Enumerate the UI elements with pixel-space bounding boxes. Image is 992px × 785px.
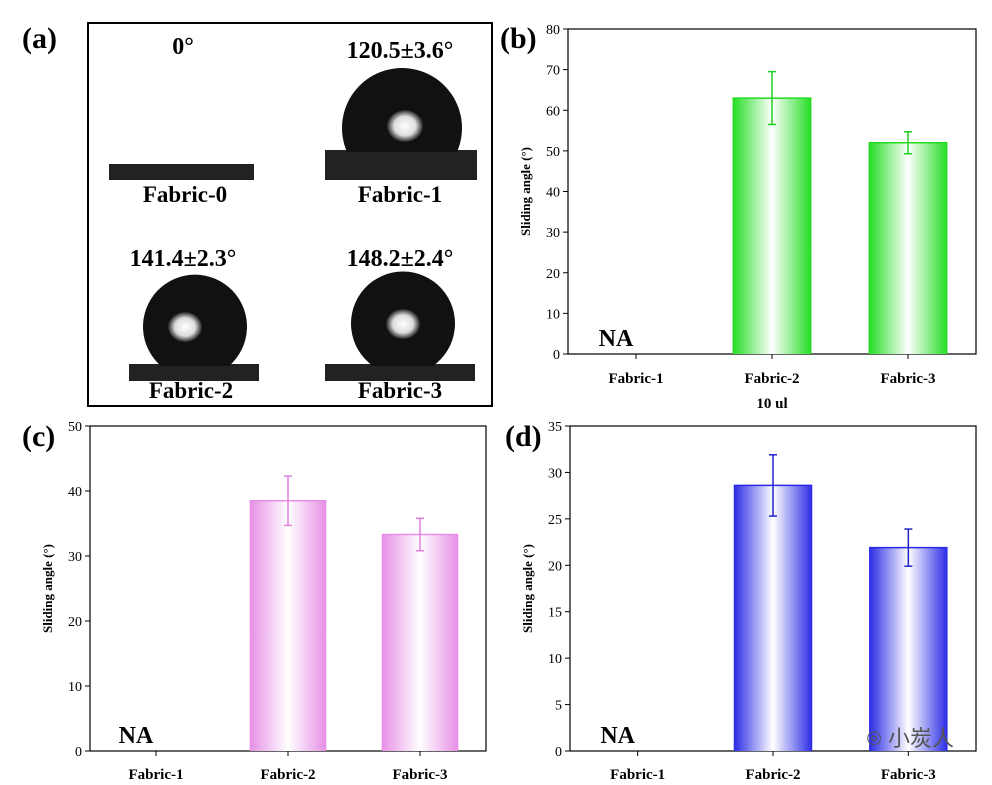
y-tick-label-c: 10 — [68, 680, 82, 695]
chart-d: 0 5 10 15 20 25 30 35 Sliding angle (°) Fabric-1 N… — [520, 420, 977, 783]
bar-d — [733, 485, 813, 751]
fabric-3-substrate — [325, 364, 475, 381]
chart-c: 0 10 20 30 40 50 Sliding angle (°) Fabric-1 NA Fa… — [40, 420, 487, 783]
fabric-3-angle: 148.2±2.4° — [346, 246, 454, 272]
x-sublabel-b: 10 ul — [756, 396, 787, 412]
fabric-2-highlight — [168, 312, 202, 342]
watermark-text: 小炭人 — [887, 727, 954, 752]
fabric-1-substrate — [325, 150, 477, 180]
y-tick-label-d: 20 — [548, 559, 562, 574]
x-tick-label-c: Fabric-3 — [393, 767, 448, 783]
y-tick-label-c: 40 — [68, 485, 82, 500]
y-tick-label-b: 80 — [546, 23, 560, 38]
contact-angle-panel: 0° 120.5±3.6° 141.4±2.3° 148.2±2.4° Fabr… — [87, 22, 493, 407]
y-tick-label-b: 10 — [546, 307, 560, 322]
chart-b: 0 10 20 30 40 50 60 70 80 Sliding angle (°) Fabric… — [518, 23, 977, 412]
y-axis-label-d: Sliding angle (°) — [520, 544, 535, 633]
x-tick-label-b: Fabric-1 — [609, 371, 664, 387]
x-tick-label-c: Fabric-1 — [129, 767, 184, 783]
fabric-1-highlight — [387, 110, 423, 142]
fabric-1-droplet — [342, 68, 463, 152]
x-tick-label-c: Fabric-2 — [261, 767, 316, 783]
y-tick-label-b: 30 — [546, 226, 560, 241]
na-label-c: NA — [119, 723, 154, 749]
fabric-3-highlight — [386, 309, 420, 339]
panel-c-label: (c) — [22, 420, 56, 453]
y-tick-label-d: 5 — [555, 699, 562, 714]
bar-b — [732, 98, 812, 354]
y-tick-label-b: 40 — [546, 186, 560, 201]
y-tick-label-b: 70 — [546, 64, 560, 79]
fabric-2-label: Fabric-2 — [148, 378, 234, 403]
bar-c — [249, 500, 327, 751]
droplet-images — [109, 68, 477, 381]
fabric-0-angle: 0° — [172, 34, 194, 60]
fabric-1-angle: 120.5±3.6° — [346, 38, 454, 64]
x-tick-label-b: Fabric-2 — [745, 371, 800, 387]
y-tick-label-d: 10 — [548, 652, 562, 667]
y-tick-label-d: 25 — [548, 513, 562, 528]
y-tick-label-d: 15 — [548, 606, 562, 621]
bar-b — [868, 142, 948, 354]
y-tick-label-b: 50 — [546, 145, 560, 160]
y-tick-label-b: 60 — [546, 104, 560, 119]
x-tick-label-b: Fabric-3 — [881, 371, 936, 387]
bar-c — [381, 534, 459, 751]
y-axis-label-b: Sliding angle (°) — [518, 147, 533, 236]
x-tick-label-d: Fabric-2 — [746, 767, 801, 783]
wechat-icon: ◎ — [866, 726, 882, 748]
x-tick-label-d: Fabric-3 — [881, 767, 936, 783]
y-tick-label-d: 35 — [548, 420, 562, 435]
na-label-b: NA — [599, 326, 634, 352]
y-tick-label-d: 30 — [548, 466, 562, 481]
fabric-3-label: Fabric-3 — [357, 378, 443, 403]
panel-b-label: (b) — [500, 22, 537, 55]
y-tick-label-c: 20 — [68, 615, 82, 630]
fabric-0-label: Fabric-0 — [142, 182, 228, 207]
fabric-2-angle: 141.4±2.3° — [129, 246, 237, 272]
fabric-1-label: Fabric-1 — [357, 182, 443, 207]
na-label-d: NA — [600, 723, 635, 749]
y-tick-label-c: 50 — [68, 420, 82, 435]
y-tick-label-b: 20 — [546, 267, 560, 282]
y-tick-label-b: 0 — [553, 348, 560, 363]
fabric-0-substrate — [109, 164, 254, 180]
fabric-2-substrate — [129, 364, 259, 381]
panel-a-label: (a) — [22, 22, 57, 55]
bar-d — [869, 547, 948, 751]
panel-d-label: (d) — [505, 420, 542, 453]
x-tick-label-d: Fabric-1 — [610, 767, 665, 783]
watermark: ◎ 小炭人 — [866, 721, 954, 753]
y-tick-label-c: 30 — [68, 550, 82, 565]
y-axis-label-c: Sliding angle (°) — [40, 544, 55, 633]
y-tick-label-d: 0 — [555, 745, 562, 760]
y-tick-label-c: 0 — [75, 745, 82, 760]
